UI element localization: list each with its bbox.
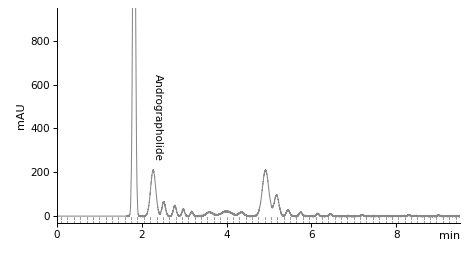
- Text: Andrographolide: Andrographolide: [153, 74, 163, 161]
- Text: min: min: [438, 231, 460, 241]
- Y-axis label: mAU: mAU: [16, 102, 26, 129]
